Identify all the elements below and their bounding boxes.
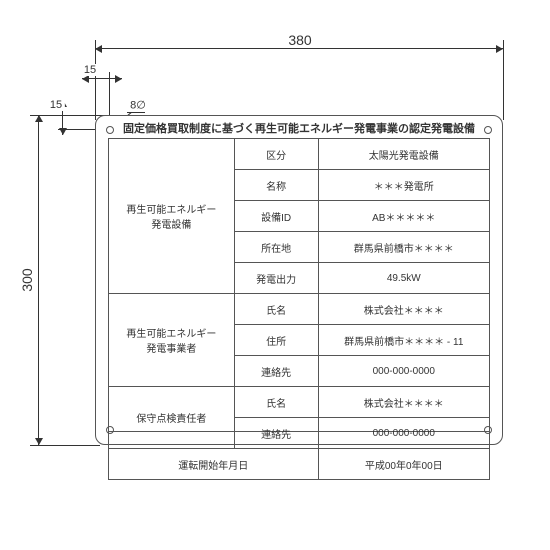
dimension-offset-left-label: 15 [81,64,99,76]
dimension-line-width [95,48,503,49]
table-row: 再生可能エネルギー発電設備 区分 太陽光発電設備 [109,139,490,170]
value-cell: 太陽光発電設備 [318,139,489,170]
dimension-line-height [38,115,39,445]
value-cell: 49.5kW [318,263,489,294]
table-row: 保守点検責任者 氏名 株式会社＊＊＊＊ [109,387,490,418]
drawing-canvas: 380 300 15 15 8∅ 固定価格買取制度に基づく再生可能エネルギー発電… [0,0,550,550]
dimension-hole-label: 8∅ [127,99,149,112]
label-cell: 氏名 [234,387,318,418]
table-row: 運転開始年月日 平成00年0年00日 [109,449,490,480]
value-cell: ＊＊＊発電所 [318,170,489,201]
plate-title: 固定価格買取制度に基づく再生可能エネルギー発電事業の認定発電設備 [96,120,502,136]
table-row: 再生可能エネルギー発電事業者 氏名 株式会社＊＊＊＊ [109,294,490,325]
group-cell: 運転開始年月日 [109,449,319,480]
dimension-offset-top-label: 15 [47,99,65,111]
label-cell: 連絡先 [234,356,318,387]
label-cell: 所在地 [234,232,318,263]
spec-plate: 固定価格買取制度に基づく再生可能エネルギー発電事業の認定発電設備 再生可能エネル… [95,115,503,445]
label-cell: 区分 [234,139,318,170]
value-cell: AB＊＊＊＊＊ [318,201,489,232]
value-cell: 平成00年0年00日 [318,449,489,480]
value-cell: 株式会社＊＊＊＊ [318,387,489,418]
spec-table-wrap: 再生可能エネルギー発電設備 区分 太陽光発電設備 名称 ＊＊＊発電所 設備ID … [108,138,490,432]
label-cell: 発電出力 [234,263,318,294]
value-cell: 株式会社＊＊＊＊ [318,294,489,325]
value-cell: 000-000-0000 [318,418,489,449]
extension-line [503,40,504,120]
dimension-width-label: 380 [285,32,314,48]
label-cell: 連絡先 [234,418,318,449]
value-cell: 群馬県前橋市＊＊＊＊ [318,232,489,263]
dimension-height-label: 300 [19,265,35,294]
dimension-line-offset-h [82,78,122,79]
label-cell: 設備ID [234,201,318,232]
group-cell: 保守点検責任者 [109,387,235,449]
group-cell: 再生可能エネルギー発電事業者 [109,294,235,387]
label-cell: 氏名 [234,294,318,325]
label-cell: 名称 [234,170,318,201]
label-cell: 住所 [234,325,318,356]
extension-line [30,445,100,446]
extension-line [95,72,96,120]
spec-table: 再生可能エネルギー発電設備 区分 太陽光発電設備 名称 ＊＊＊発電所 設備ID … [108,138,490,480]
group-cell: 再生可能エネルギー発電設備 [109,139,235,294]
leader-line [127,112,145,113]
value-cell: 群馬県前橋市＊＊＊＊ - 11 [318,325,489,356]
value-cell: 000-000-0000 [318,356,489,387]
